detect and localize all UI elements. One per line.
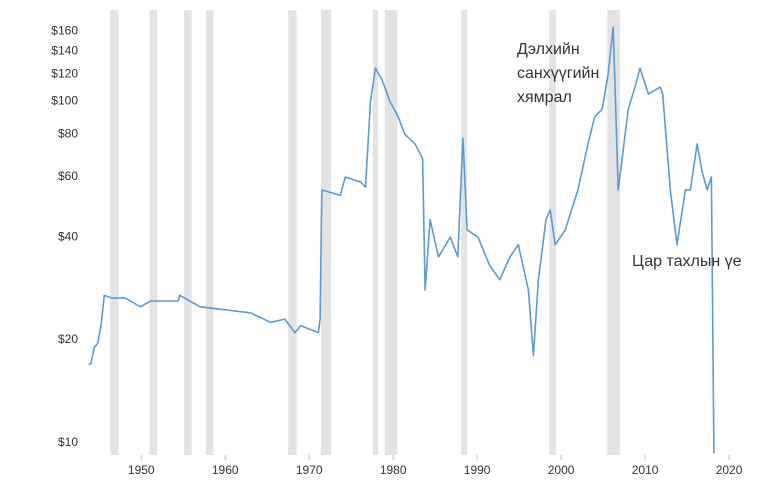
x-tick-label: 1980 bbox=[380, 463, 407, 477]
y-tick-label: $140 bbox=[51, 43, 78, 57]
y-tick-label: $20 bbox=[58, 332, 78, 346]
annotation: Цар тахлын үе bbox=[632, 253, 742, 270]
recession-band bbox=[461, 10, 468, 455]
recession-band bbox=[373, 10, 379, 455]
x-tick-label: 1960 bbox=[212, 463, 239, 477]
recession-band bbox=[607, 10, 620, 455]
recession-band bbox=[320, 10, 332, 455]
recession-band bbox=[205, 10, 214, 455]
recession-band bbox=[288, 10, 297, 455]
y-tick-label: $100 bbox=[51, 93, 78, 107]
recession-band bbox=[384, 10, 398, 455]
annotation: санхүүгийн bbox=[517, 65, 599, 82]
annotation: Дэлхийн bbox=[517, 41, 580, 58]
annotation: хямрал bbox=[517, 89, 572, 106]
price-line bbox=[88, 26, 715, 454]
x-tick-label: 1970 bbox=[296, 463, 323, 477]
y-tick-label: $60 bbox=[58, 169, 78, 183]
x-tick-label: 2010 bbox=[632, 463, 659, 477]
recession-band bbox=[110, 10, 119, 455]
y-tick-label: $40 bbox=[58, 229, 78, 243]
y-tick-label: $80 bbox=[58, 126, 78, 140]
x-tick-label: 2000 bbox=[548, 463, 575, 477]
y-tick-label: $120 bbox=[51, 66, 78, 80]
recession-band bbox=[149, 10, 158, 455]
x-tick-label: 2020 bbox=[716, 463, 743, 477]
x-tick-label: 1950 bbox=[128, 463, 155, 477]
y-tick-label: $10 bbox=[58, 435, 78, 449]
y-tick-label: $160 bbox=[51, 24, 78, 38]
recession-band bbox=[184, 10, 192, 455]
x-tick-label: 1990 bbox=[464, 463, 491, 477]
